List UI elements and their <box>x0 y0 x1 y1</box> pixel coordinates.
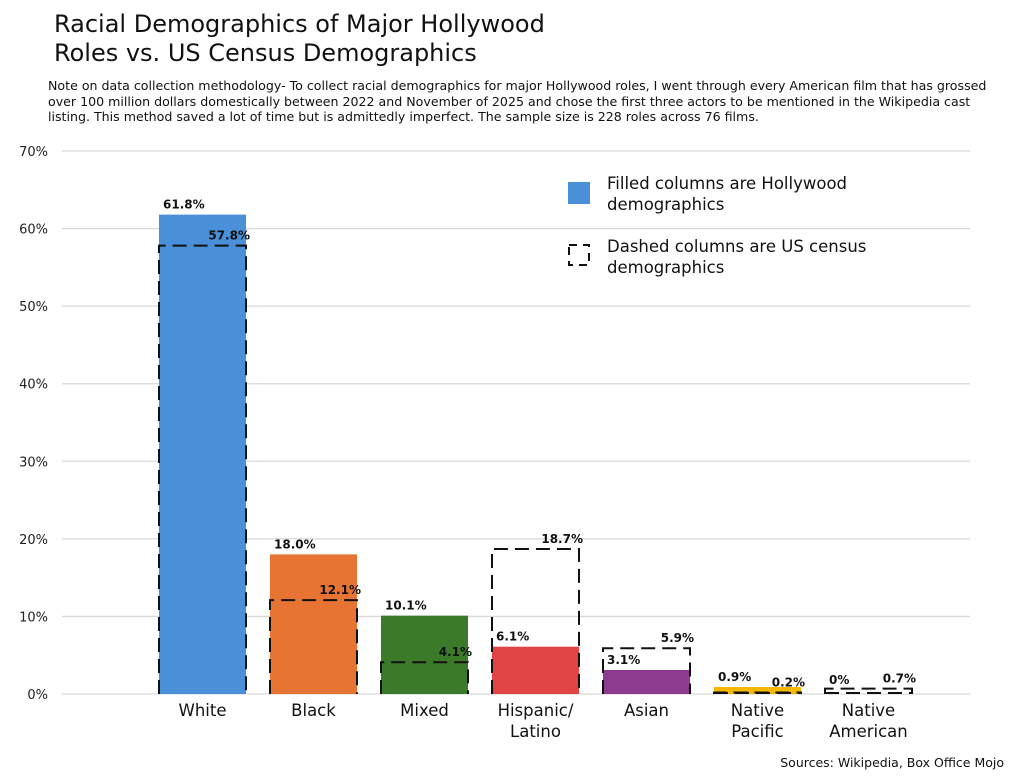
hollywood-data-label: 0% <box>829 673 849 687</box>
y-tick-label: 0% <box>27 688 48 703</box>
hollywood-data-label: 3.1% <box>607 653 640 667</box>
x-tick-label: Pacific <box>731 722 783 741</box>
legend-dashed-marker <box>568 244 590 266</box>
census-data-label: 57.8% <box>208 229 250 243</box>
census-dashed-bar <box>380 661 469 694</box>
census-dashed-bar <box>158 244 247 694</box>
hollywood-bar <box>381 615 468 694</box>
hollywood-bar <box>159 214 246 694</box>
hollywood-data-label: 6.1% <box>496 630 529 644</box>
x-tick-label: White <box>179 701 227 720</box>
census-dashed-bar <box>824 687 913 694</box>
y-tick-label: 10% <box>19 610 48 625</box>
hollywood-bar <box>270 554 357 694</box>
methodology-note: Note on data collection methodology- To … <box>48 78 987 124</box>
census-data-label: 0.2% <box>772 675 805 689</box>
census-data-label: 0.7% <box>883 672 916 686</box>
hollywood-bar <box>714 687 801 694</box>
y-tick-label: 60% <box>19 223 48 238</box>
x-tick-label: Mixed <box>400 701 449 720</box>
sources-note: Sources: Wikipedia, Box Office Mojo <box>780 755 1004 770</box>
y-tick-label: 50% <box>19 300 48 315</box>
hollywood-data-label: 0.9% <box>718 670 751 684</box>
y-tick-label: 20% <box>19 533 48 548</box>
x-tick-label: Native <box>731 701 784 720</box>
hollywood-data-label: 18.0% <box>274 537 316 551</box>
legend-dashed-label: Dashed columns are US census demographic… <box>607 237 867 277</box>
hollywood-data-label: 61.8% <box>163 198 205 212</box>
x-tick-label: Latino <box>510 722 561 741</box>
census-data-label: 18.7% <box>541 532 583 546</box>
census-data-label: 4.1% <box>439 645 472 659</box>
hollywood-data-label: 10.1% <box>385 599 427 613</box>
census-dashed-bar <box>269 599 358 694</box>
hollywood-bar <box>492 646 579 694</box>
chart-title: Racial Demographics of Major Hollywood R… <box>54 10 545 67</box>
legend-filled-label: Filled columns are Hollywood demographic… <box>607 174 848 214</box>
census-data-label: 12.1% <box>319 583 361 597</box>
census-data-label: 5.9% <box>661 631 694 645</box>
y-tick-label: 30% <box>19 455 48 470</box>
census-dashed-bar <box>491 547 580 694</box>
y-tick-label: 40% <box>19 378 48 393</box>
x-tick-label: Asian <box>624 701 669 720</box>
y-tick-label: 70% <box>19 145 48 160</box>
legend-filled-marker <box>568 182 590 204</box>
x-tick-label: Black <box>291 701 336 720</box>
x-tick-label: Hispanic/ <box>498 701 574 720</box>
x-tick-label: American <box>829 722 908 741</box>
hollywood-bar <box>603 669 690 694</box>
census-dashed-bar <box>602 647 691 694</box>
x-tick-label: Native <box>842 701 895 720</box>
